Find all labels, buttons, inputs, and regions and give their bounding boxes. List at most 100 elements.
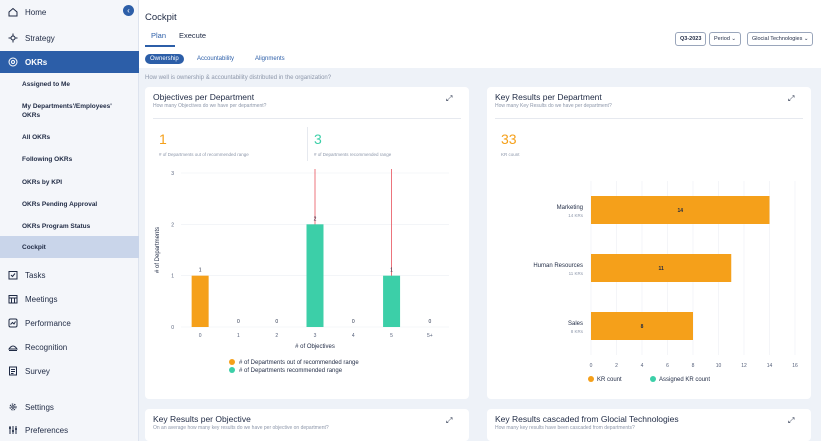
sidebar-subitem-label: Following OKRs xyxy=(22,155,73,163)
data-label: 1 xyxy=(390,268,393,274)
subtab-alignments[interactable]: Alignments xyxy=(255,56,285,62)
period-select[interactable]: Period ⌄ xyxy=(709,32,742,46)
expand-icon[interactable]: ⤢ xyxy=(446,416,453,425)
survey-icon xyxy=(8,366,18,376)
expand-icon[interactable]: ⤢ xyxy=(788,94,795,103)
x-tick-label: 2 xyxy=(615,363,618,369)
card-subtitle: How many key results have been cascaded … xyxy=(495,425,635,431)
x-tick-label: 1 xyxy=(237,333,240,339)
sidebar-subitem-pending-approval[interactable]: OKRs Pending Approval xyxy=(0,197,139,211)
sidebar-subitem-my-departments[interactable]: My Departments'/Employees' OKRs xyxy=(0,100,139,122)
y-tick-sublabel: 14 KRs xyxy=(568,213,584,218)
sidebar-subitem-following-okrs[interactable]: Following OKRs xyxy=(0,152,139,166)
stat-out-of-range-value: 1 xyxy=(159,131,167,147)
subtab-accountability[interactable]: Accountability xyxy=(197,56,235,62)
card-title: Key Results per Objective xyxy=(153,414,251,424)
objectives-per-department-card: Objectives per Department How many Objec… xyxy=(145,87,469,399)
sidebar-item-label: Home xyxy=(25,7,47,17)
bar xyxy=(383,275,401,327)
data-label: 0 xyxy=(352,319,355,325)
data-label: 2 xyxy=(314,216,317,222)
subtab-ownership[interactable]: Ownership xyxy=(145,54,184,64)
sidebar-subitem-label: OKRs by KPI xyxy=(22,178,63,186)
y-tick-label: 0 xyxy=(171,325,174,331)
expand-icon[interactable]: ⤢ xyxy=(788,416,795,425)
sidebar-item-survey[interactable]: Survey xyxy=(0,362,139,380)
legend-marker xyxy=(650,376,656,382)
bar xyxy=(591,254,732,282)
expand-icon[interactable]: ⤢ xyxy=(446,94,453,103)
x-tick-label: 16 xyxy=(792,363,798,369)
stat-divider xyxy=(307,127,308,161)
bar xyxy=(191,275,209,327)
company-select[interactable]: Glocial Technologies ⌄ xyxy=(747,32,814,46)
legend-marker xyxy=(229,359,235,365)
key-results-per-objective-card: Key Results per Objective On an average … xyxy=(145,409,469,441)
calendar-icon xyxy=(8,294,18,304)
legend-label: KR count xyxy=(597,377,622,383)
sidebar-item-label: Recognition xyxy=(25,342,68,352)
sidebar-collapse-button[interactable]: ‹ xyxy=(123,5,134,16)
x-tick-label: 10 xyxy=(716,363,722,369)
sidebar-item-strategy[interactable]: Strategy xyxy=(0,29,139,47)
strategy-icon xyxy=(8,33,18,43)
performance-icon xyxy=(8,318,18,328)
section-hint: How well is ownership & accountability d… xyxy=(145,75,332,81)
sidebar: ‹ Home Strategy OKRs Assigned to Me My D… xyxy=(0,0,139,441)
y-tick-label: 2 xyxy=(171,222,174,228)
data-label: 14 xyxy=(677,208,683,214)
tab-execute[interactable]: Execute xyxy=(179,31,207,40)
card-title: Objectives per Department xyxy=(153,92,255,102)
sidebar-item-label: Strategy xyxy=(25,33,55,43)
legend-marker xyxy=(588,376,594,382)
sidebar-item-performance[interactable]: Performance xyxy=(0,314,139,332)
legend-marker xyxy=(229,367,235,373)
sidebar-subitem-label: Assigned to Me xyxy=(22,80,71,88)
sidebar-item-label: Settings xyxy=(25,402,54,412)
sidebar-item-recognition[interactable]: Recognition xyxy=(0,338,139,356)
stat-out-of-range-label: # of Departments out of recommended rang… xyxy=(159,152,249,157)
tab-plan[interactable]: Plan xyxy=(151,31,167,40)
y-axis-label: # of Departments xyxy=(155,227,161,273)
sliders-icon xyxy=(8,425,18,435)
data-label: 1 xyxy=(199,268,202,274)
sidebar-item-label: OKRs xyxy=(25,57,48,67)
x-tick-label: 8 xyxy=(692,363,695,369)
y-tick-label: Sales xyxy=(568,321,583,327)
legend-label: # of Departments out of recommended rang… xyxy=(239,360,359,366)
stat-in-range-label: # of Departments recommended range xyxy=(314,152,392,157)
stat-kr-count-label: KR count xyxy=(501,152,520,157)
card-subtitle: How many Key Results do we have per depa… xyxy=(495,103,612,109)
card-title: Key Results per Department xyxy=(495,92,602,102)
y-tick-sublabel: 11 KRs xyxy=(569,271,584,276)
sidebar-subitem-all-okrs[interactable]: All OKRs xyxy=(0,130,139,144)
sidebar-item-okrs[interactable]: OKRs xyxy=(0,51,139,73)
sidebar-subitem-assigned-to-me[interactable]: Assigned to Me xyxy=(0,77,139,91)
sidebar-subitem-okrs-by-kpi[interactable]: OKRs by KPI xyxy=(0,175,139,189)
sidebar-item-home[interactable]: Home xyxy=(0,3,139,21)
sidebar-subitem-cockpit[interactable]: Cockpit xyxy=(0,236,139,258)
x-tick-label: 4 xyxy=(641,363,644,369)
x-axis-label: # of Objectives xyxy=(295,344,335,350)
stat-in-range-value: 3 xyxy=(314,131,322,147)
card-subtitle: How many Objectives do we have per depar… xyxy=(153,103,267,109)
sidebar-item-meetings[interactable]: Meetings xyxy=(0,290,139,308)
sidebar-subitem-program-status[interactable]: OKRs Program Status xyxy=(0,219,139,233)
x-tick-label: 0 xyxy=(590,363,593,369)
sidebar-item-tasks[interactable]: Tasks xyxy=(0,266,139,284)
sidebar-item-preferences[interactable]: Preferences xyxy=(0,421,139,439)
x-tick-label: 0 xyxy=(199,333,202,339)
x-tick-label: 5+ xyxy=(427,333,433,339)
gear-icon xyxy=(8,402,18,412)
kr-department-bar-chart: 0 2 4 6 8 10 12 14 16 14 Marketing 14 KRs 11 Human Re… xyxy=(533,181,798,383)
bar xyxy=(306,224,324,327)
home-icon xyxy=(8,7,18,17)
y-tick-sublabel: 8 KRs xyxy=(571,329,584,334)
x-tick-label: 5 xyxy=(390,333,393,339)
data-label: 8 xyxy=(641,324,644,330)
sidebar-subitem-label: All OKRs xyxy=(22,133,51,141)
data-label: 0 xyxy=(237,319,240,325)
key-results-cascaded-card: Key Results cascaded from Glocial Techno… xyxy=(487,409,811,441)
sidebar-item-settings[interactable]: Settings xyxy=(0,398,139,416)
quarter-select[interactable]: Q3-2023 xyxy=(675,32,707,46)
